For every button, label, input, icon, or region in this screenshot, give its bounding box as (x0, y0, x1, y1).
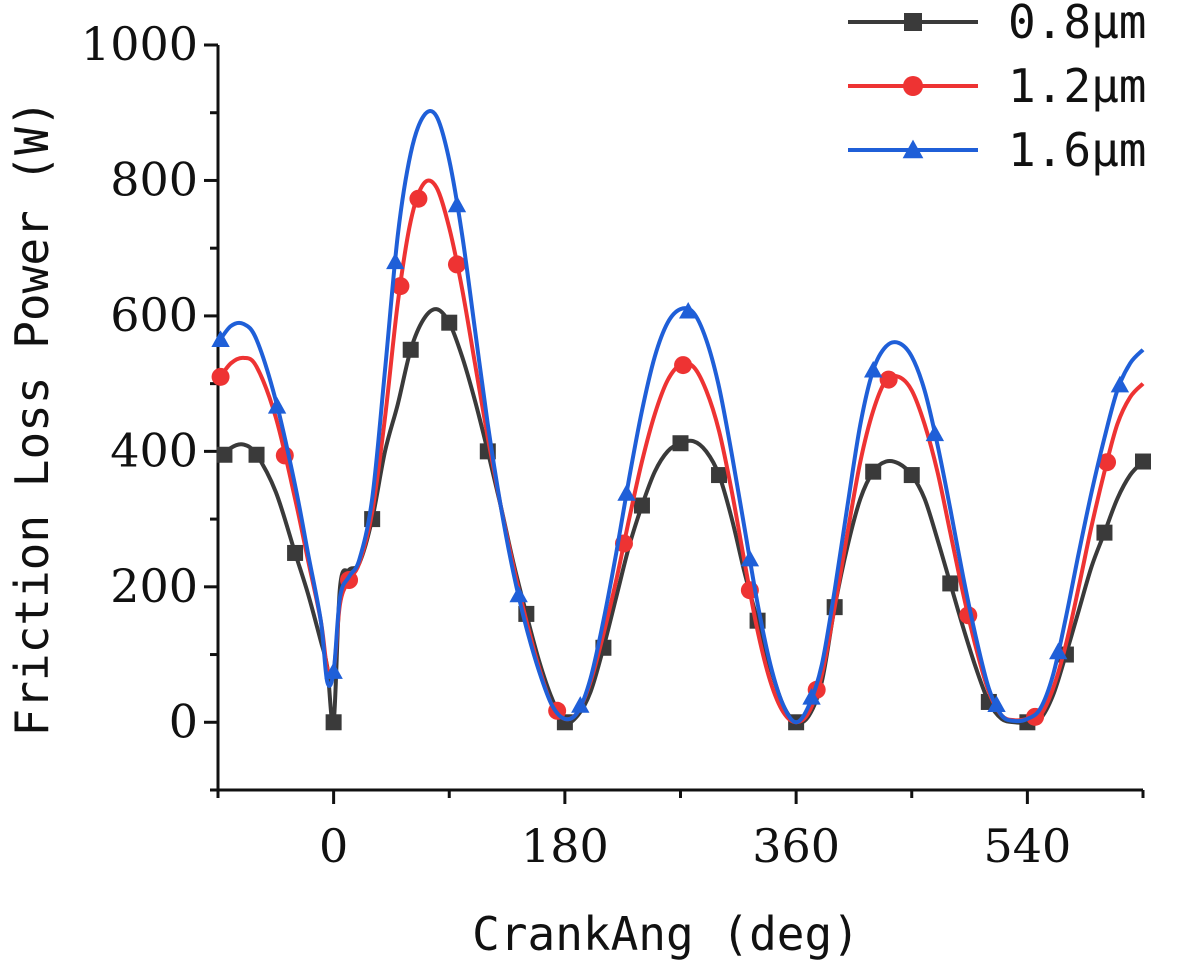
triangle-marker (571, 696, 590, 713)
x-tick-label: 180 (521, 819, 609, 873)
triangle-marker (1110, 375, 1130, 393)
y-axis-title: Friction Loss Power (W) (5, 100, 59, 737)
series-layer (211, 109, 1151, 731)
series-1 (216, 307, 1151, 731)
circle-marker (903, 76, 923, 96)
y-tick-label: 1000 (81, 17, 198, 71)
square-marker (216, 446, 233, 463)
x-tick-label: 360 (752, 819, 840, 873)
legend-label: 0.8μm (1008, 0, 1146, 49)
triangle-marker (617, 484, 636, 501)
square-marker (904, 13, 922, 31)
legend-label: 1.2μm (1008, 59, 1146, 113)
triangle-marker (267, 397, 287, 414)
square-marker (672, 435, 689, 452)
square-marker (711, 467, 728, 484)
circle-marker (391, 277, 410, 296)
series-line (216, 178, 1145, 725)
y-tick-label: 600 (110, 288, 198, 342)
y-tick-label: 800 (110, 152, 198, 206)
series-3 (211, 109, 1145, 725)
triangle-marker (447, 195, 467, 213)
triangle-marker (802, 688, 821, 705)
y-tick-label: 0 (169, 694, 198, 748)
series-line (216, 109, 1145, 725)
legend-item: 0.8μm (848, 0, 1146, 49)
triangle-marker (211, 330, 230, 347)
triangle-marker (864, 360, 883, 378)
circle-marker (211, 367, 230, 386)
square-marker (1096, 524, 1113, 541)
square-marker (287, 544, 304, 561)
circle-marker (674, 356, 693, 375)
x-axis-title: CrankAng (deg) (472, 907, 860, 961)
square-marker (1135, 453, 1151, 470)
series-2 (211, 178, 1145, 726)
axes: 0 200 400 600 800 1000 0 180 360 540 (81, 17, 1145, 873)
square-marker (248, 446, 265, 463)
square-marker (325, 714, 342, 731)
square-marker (865, 463, 882, 480)
triangle-marker (987, 695, 1006, 713)
legend-label: 1.6μm (1008, 123, 1146, 177)
square-marker (441, 314, 458, 331)
triangle-marker (386, 252, 405, 270)
circle-marker (879, 370, 898, 389)
circle-marker (409, 189, 428, 208)
y-tick-label: 200 (110, 559, 198, 613)
triangle-marker (902, 139, 924, 159)
square-marker (633, 497, 650, 514)
circle-marker (447, 255, 466, 274)
legend: 0.8μm 1.2μm 1.6μm (848, 0, 1146, 177)
legend-item: 1.6μm (848, 123, 1146, 177)
triangle-marker (740, 549, 760, 567)
y-tick-label: 400 (110, 423, 198, 477)
square-marker (402, 341, 419, 358)
square-marker (942, 575, 959, 592)
legend-item: 1.2μm (848, 59, 1146, 113)
triangle-marker (324, 662, 343, 679)
triangle-marker (925, 424, 945, 442)
circle-marker (1098, 453, 1117, 472)
triangle-marker (679, 301, 698, 319)
triangle-marker (1049, 642, 1068, 660)
x-tick-label: 540 (983, 819, 1071, 873)
triangle-marker (509, 585, 528, 603)
x-tick-label: 0 (319, 819, 348, 873)
square-marker (903, 467, 920, 484)
